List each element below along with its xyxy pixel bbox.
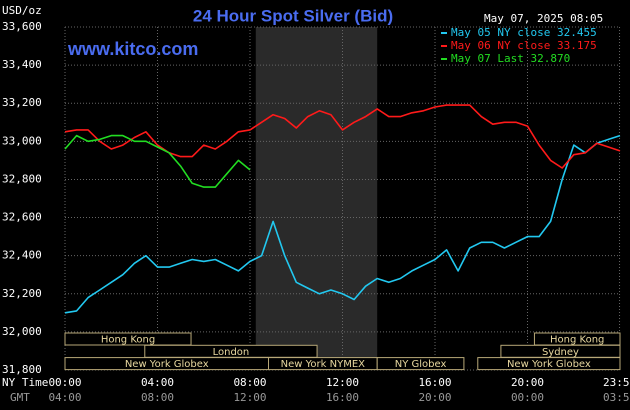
session-label: London bbox=[213, 347, 250, 358]
y-tick-label: 32,400 bbox=[2, 249, 42, 262]
y-tick-label: 32,000 bbox=[2, 325, 42, 338]
series-line bbox=[64, 134, 621, 314]
x2-tick-label: 03:59 bbox=[603, 391, 630, 404]
chart-title: 24 Hour Spot Silver (Bid) bbox=[193, 6, 393, 25]
session-label: Hong Kong bbox=[550, 335, 604, 346]
timestamp: May 07, 2025 08:05 bbox=[484, 12, 603, 25]
x-tick-label: 00:00 bbox=[48, 376, 81, 389]
session-label: NY Globex bbox=[395, 359, 447, 370]
y-tick-label: 32,800 bbox=[2, 172, 42, 185]
legend-label: May 05 NY close 32.455 bbox=[451, 26, 597, 39]
session-label: New York NYMEX bbox=[281, 359, 366, 370]
shaded-region bbox=[255, 27, 378, 370]
y-tick-label: 31,800 bbox=[2, 363, 42, 376]
x2-tick-label: 12:00 bbox=[233, 391, 266, 404]
x2-tick-label: 04:00 bbox=[48, 391, 81, 404]
y-tick-label: 33,400 bbox=[2, 58, 42, 71]
x-tick-label: 20:00 bbox=[511, 376, 544, 389]
x2-axis-label: GMT bbox=[10, 391, 30, 404]
y-tick-label: 33,000 bbox=[2, 134, 42, 147]
session-label: Hong Kong bbox=[101, 335, 155, 346]
x-tick-label: 08:00 bbox=[233, 376, 266, 389]
session-bar bbox=[376, 357, 465, 371]
y-tick-label: 32,600 bbox=[2, 211, 42, 224]
x2-tick-label: 16:00 bbox=[326, 391, 359, 404]
session-label: Sydney bbox=[542, 347, 579, 358]
legend-label: May 06 NY close 33.175 bbox=[451, 39, 597, 52]
y-tick-label: 32,200 bbox=[2, 287, 42, 300]
y-tick-label: 33,600 bbox=[2, 20, 42, 33]
x2-tick-label: 20:00 bbox=[418, 391, 451, 404]
x-tick-label: 16:00 bbox=[418, 376, 451, 389]
x2-tick-label: 08:00 bbox=[141, 391, 174, 404]
session-label: New York Globex bbox=[125, 359, 209, 370]
series-line bbox=[64, 104, 621, 169]
x-tick-label: 23:59 bbox=[603, 376, 630, 389]
watermark: www.kitco.com bbox=[67, 39, 198, 59]
session-bar bbox=[64, 332, 192, 346]
x2-tick-label: 00:00 bbox=[511, 391, 544, 404]
x-tick-label: 04:00 bbox=[141, 376, 174, 389]
x-axis-label: NY Time bbox=[2, 376, 48, 389]
y-axis-label: USD/oz bbox=[2, 4, 42, 17]
session-label: New York Globex bbox=[507, 359, 591, 370]
y-tick-label: 33,200 bbox=[2, 96, 42, 109]
series-line bbox=[64, 134, 251, 188]
x-tick-label: 12:00 bbox=[326, 376, 359, 389]
legend-label: May 07 Last 32.870 bbox=[451, 52, 570, 65]
session-bar bbox=[477, 357, 621, 371]
